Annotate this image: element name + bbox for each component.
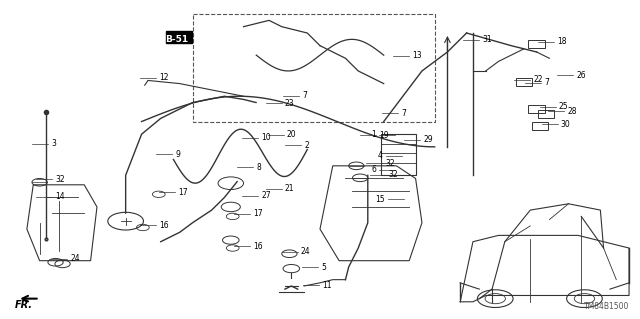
Text: 5: 5 — [321, 263, 326, 271]
Text: 6: 6 — [371, 166, 376, 174]
Text: 12: 12 — [159, 73, 169, 82]
Text: 16: 16 — [159, 221, 169, 230]
Bar — [193, 14, 435, 122]
Text: 22: 22 — [534, 75, 543, 84]
Text: 19: 19 — [380, 131, 389, 140]
Text: 28: 28 — [567, 107, 577, 116]
Text: B-51: B-51 — [167, 32, 190, 41]
Bar — [381, 134, 415, 175]
Text: 30: 30 — [561, 120, 571, 129]
Text: 32: 32 — [389, 170, 399, 179]
Bar — [516, 78, 532, 86]
Text: 25: 25 — [559, 102, 568, 111]
Text: B-51: B-51 — [165, 35, 188, 44]
Text: 7: 7 — [302, 91, 307, 100]
Text: 16: 16 — [253, 242, 262, 251]
Text: 31: 31 — [483, 35, 492, 44]
Text: 20: 20 — [287, 130, 296, 139]
Text: 15: 15 — [376, 195, 385, 204]
Text: 9: 9 — [175, 150, 180, 159]
Text: 11: 11 — [322, 281, 332, 290]
Text: 7: 7 — [401, 108, 406, 117]
Bar — [529, 40, 545, 48]
Text: 4: 4 — [378, 151, 383, 160]
Text: 24: 24 — [70, 254, 80, 263]
Text: 23: 23 — [285, 99, 294, 108]
Text: 32: 32 — [56, 174, 65, 184]
Bar — [529, 105, 545, 113]
Text: 13: 13 — [412, 51, 422, 60]
Text: 32: 32 — [385, 159, 395, 168]
Bar — [538, 109, 554, 118]
Text: 14: 14 — [56, 192, 65, 201]
Text: FR.: FR. — [15, 300, 33, 310]
Text: 26: 26 — [576, 70, 586, 79]
Text: 17: 17 — [179, 188, 188, 197]
Text: 29: 29 — [423, 135, 433, 145]
Text: 21: 21 — [285, 184, 294, 193]
Text: 10: 10 — [261, 133, 271, 143]
Text: 24: 24 — [301, 247, 310, 256]
Text: 3: 3 — [51, 139, 56, 148]
Text: 8: 8 — [256, 163, 261, 172]
Text: 17: 17 — [253, 209, 262, 219]
Text: 18: 18 — [557, 37, 566, 46]
Text: 1: 1 — [371, 130, 376, 139]
Text: 2: 2 — [304, 141, 309, 150]
Text: TM84B1500: TM84B1500 — [584, 302, 629, 311]
Text: 7: 7 — [544, 78, 549, 87]
Bar — [532, 122, 548, 130]
Text: 27: 27 — [261, 191, 271, 200]
